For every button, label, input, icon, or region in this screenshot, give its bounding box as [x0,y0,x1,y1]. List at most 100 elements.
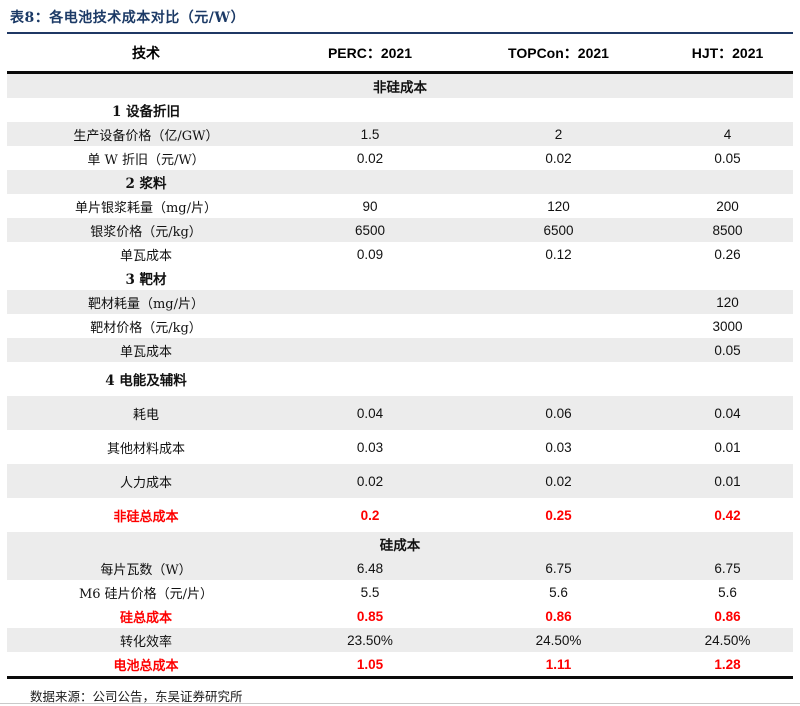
table-header: 技术 PERC：2021 TOPCon：2021 HJT：2021 [7,34,793,74]
value-cell: 0.2 [360,507,380,523]
value-cell: 0.03 [356,439,384,455]
value-cell: 5.6 [718,584,737,600]
row-label: M6 硅片价格（元/片） [78,586,214,602]
value-cell: 0.02 [356,150,384,166]
row-label: 转化效率 [7,628,285,652]
value-cell: 120 [662,290,793,314]
value-cell: 120 [547,198,570,214]
row-label: 硅总成本 [119,610,172,626]
value-cell [455,314,662,338]
value-cell [285,170,455,194]
table-row: 人力成本 0.02 0.02 0.01 [7,464,793,498]
value-cell: 2 [455,122,662,146]
section-label: 硅成本 [7,532,793,556]
row-label: 靶材耗量（mg/片） [7,290,285,314]
bottom-divider [0,703,800,704]
value-cell [285,290,455,314]
value-cell: 6500 [455,218,662,242]
value-cell: 0.25 [545,507,572,523]
value-cell: 6.48 [285,556,455,580]
value-cell: 1.05 [285,652,455,679]
column-header-tech: 技术 [7,34,285,74]
table-row: 其他材料成本 0.03 0.03 0.01 [7,430,793,464]
value-cell [285,362,455,396]
table-row: M6 硅片价格（元/片） 5.5 5.6 5.6 [7,580,793,604]
table-row: 3 靶材 [7,266,793,290]
value-cell [455,170,662,194]
value-cell: 5.5 [360,584,380,600]
value-cell: 0.06 [455,396,662,430]
title-rule-divider [7,32,793,34]
row-label: 生产设备价格（亿/GW） [7,122,285,146]
row-label: 非硅总成本 [113,509,179,525]
row-label: 单片银浆耗量（mg/片） [74,200,218,216]
row-label: 单 W 折旧（元/W） [87,152,205,168]
section-label: 非硅成本 [7,72,793,98]
value-cell: 4 [662,122,793,146]
section-row: 非硅成本 [7,72,793,98]
column-header-perc: PERC：2021 [285,34,455,74]
value-cell: 0.26 [714,246,741,262]
value-cell: 1.28 [662,652,793,679]
table-title: 表8：各电池技术成本对比（元/W） [10,10,246,26]
table-row: 银浆价格（元/kg） 6500 6500 8500 [7,218,793,242]
column-header-hjt: HJT：2021 [662,34,793,74]
value-cell: 0.01 [662,464,793,498]
row-label: 靶材价格（元/kg） [90,320,202,336]
section-row: 硅成本 [7,532,793,556]
row-label: 电池总成本 [7,652,285,679]
value-cell: 6.75 [662,556,793,580]
value-cell [662,98,793,122]
cost-comparison-table: 技术 PERC：2021 TOPCon：2021 HJT：2021 非硅成本 1 … [7,34,793,679]
value-cell [662,170,793,194]
value-cell [285,338,455,362]
value-cell: 8500 [662,218,793,242]
value-cell: 24.50% [455,628,662,652]
value-cell: 90 [362,198,378,214]
row-label: 银浆价格（元/kg） [7,218,285,242]
table-row: 2 浆料 [7,170,793,194]
value-cell: 0.85 [356,608,384,624]
value-cell: 3000 [712,318,743,334]
value-cell: 0.04 [662,396,793,430]
value-cell [662,266,793,290]
value-cell [455,362,662,396]
table-row: 4 电能及辅料 [7,362,793,396]
value-cell: 24.50% [662,628,793,652]
value-cell: 0.04 [285,396,455,430]
row-label: 人力成本 [7,464,285,498]
value-cell [455,98,662,122]
value-cell: 1.5 [285,122,455,146]
data-source-note: 数据来源：公司公告，东吴证券研究所 [30,689,243,704]
value-cell [455,266,662,290]
value-cell: 0.02 [545,150,572,166]
table-row: 耗电 0.04 0.06 0.04 [7,396,793,430]
value-cell: 6.75 [455,556,662,580]
value-cell [662,362,793,396]
header-row: 技术 PERC：2021 TOPCon：2021 HJT：2021 [7,34,793,74]
row-label: 其他材料成本 [106,441,185,457]
value-cell: 0.12 [545,246,572,262]
table-row: 靶材价格（元/kg） 3000 [7,314,793,338]
column-header-topcon: TOPCon：2021 [455,34,662,74]
value-cell: 0.42 [714,507,741,523]
table-row: 电池总成本 1.05 1.11 1.28 [7,652,793,679]
row-label: 2 浆料 [7,170,285,194]
value-cell: 23.50% [285,628,455,652]
table-row: 1 设备折旧 [7,98,793,122]
value-cell: 5.6 [549,584,568,600]
table-row: 单瓦成本 0.09 0.12 0.26 [7,242,793,266]
table-row: 单片银浆耗量（mg/片） 90 120 200 [7,194,793,218]
row-label: 3 靶材 [125,272,167,288]
row-label: 4 电能及辅料 [105,373,187,389]
row-label: 1 设备折旧 [111,104,181,120]
value-cell: 0.05 [714,150,741,166]
value-cell: 6500 [285,218,455,242]
row-label: 单瓦成本 [7,338,285,362]
table-row: 单 W 折旧（元/W） 0.02 0.02 0.05 [7,146,793,170]
value-cell [285,98,455,122]
value-cell: 200 [716,198,739,214]
value-cell: 0.02 [455,464,662,498]
value-cell: 0.03 [545,439,572,455]
